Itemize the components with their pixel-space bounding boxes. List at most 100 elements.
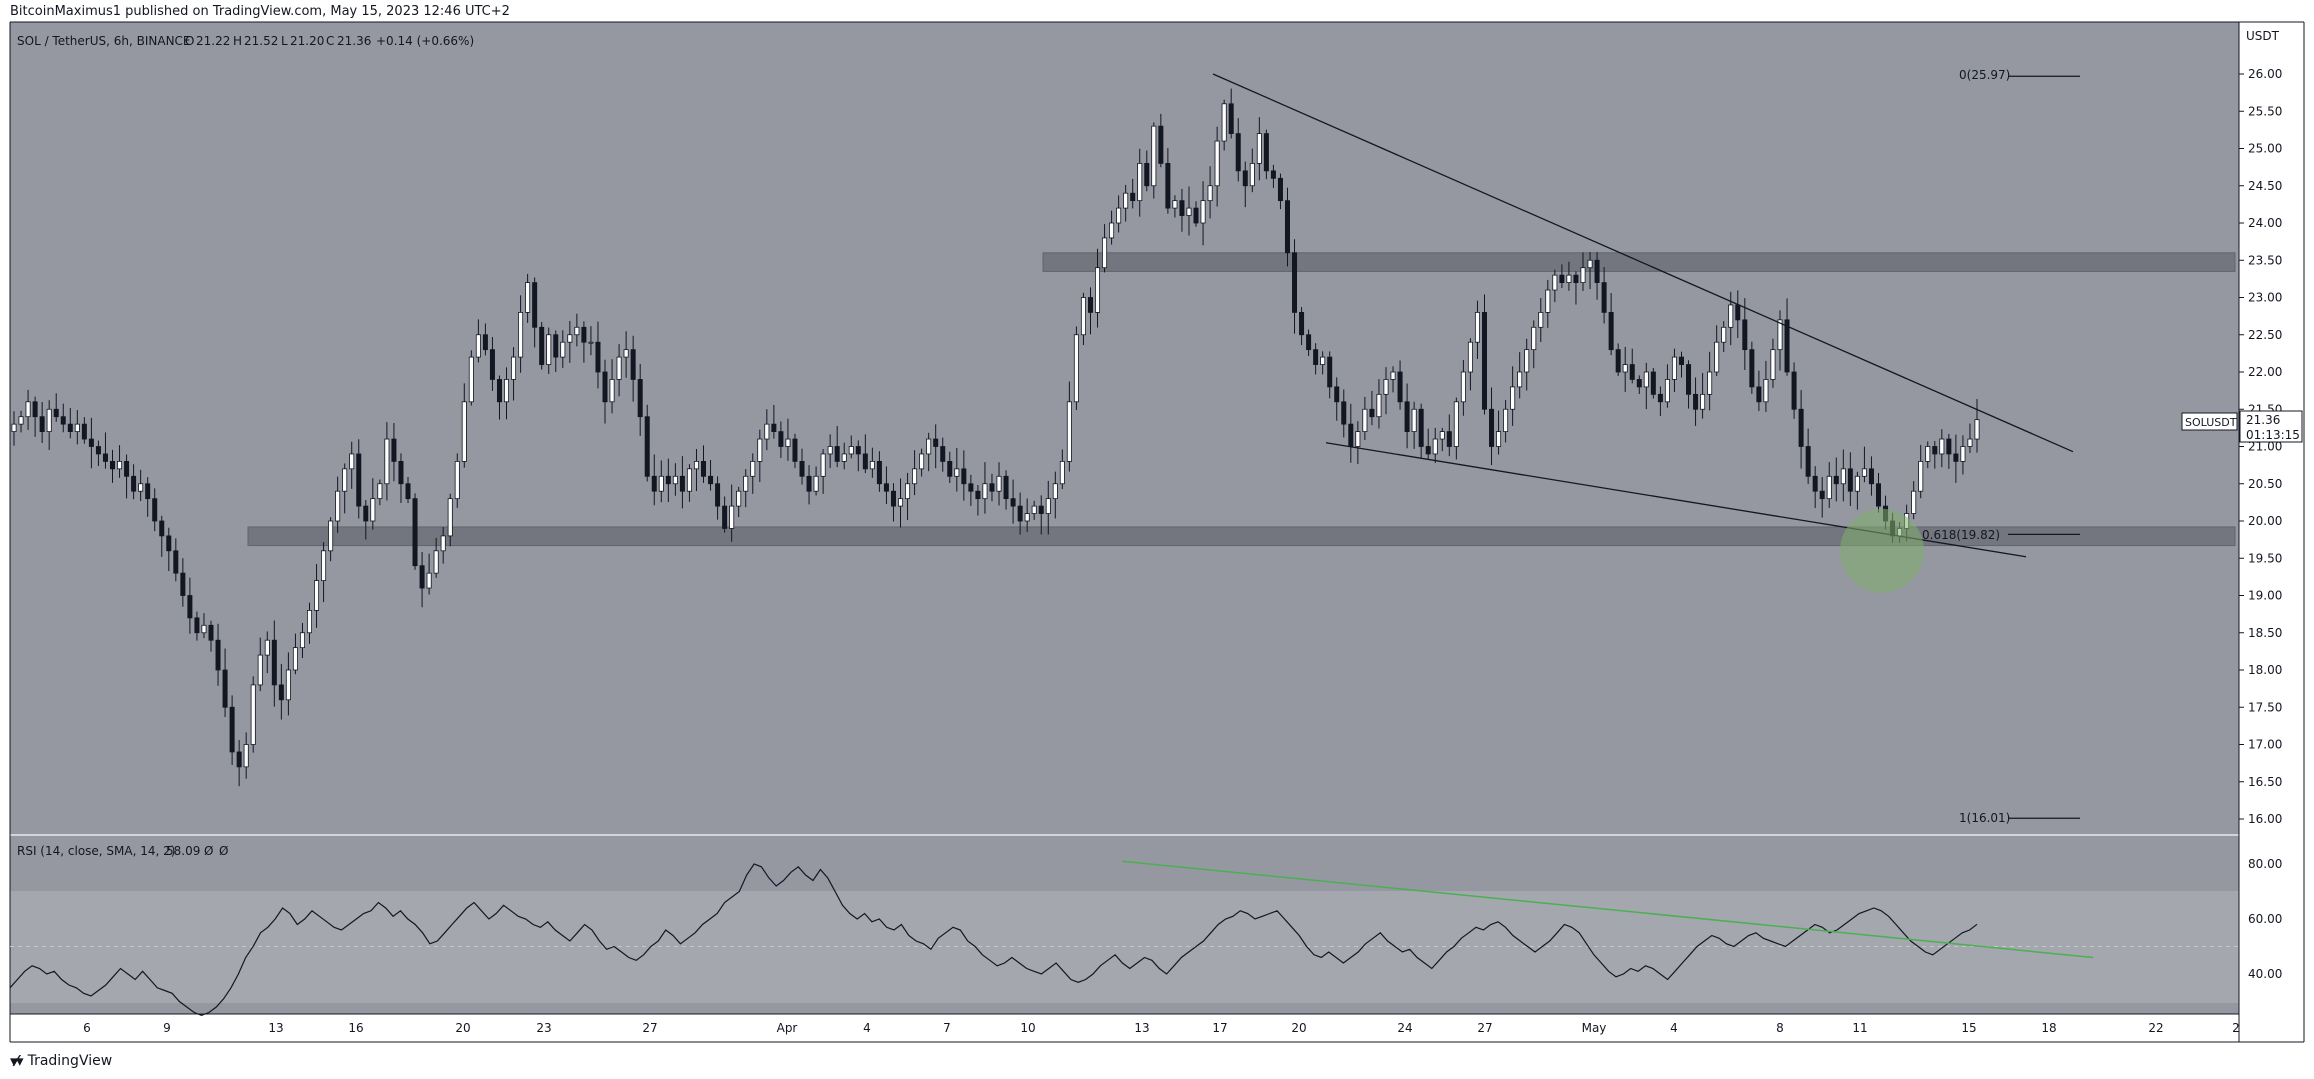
candle-down <box>722 505 728 529</box>
candle-up <box>1700 393 1706 410</box>
candle-up <box>1960 446 1966 462</box>
candle-up <box>74 423 80 432</box>
candle-up <box>588 341 594 344</box>
candle-down <box>236 751 242 768</box>
candle-down <box>1193 207 1199 224</box>
candle-down <box>890 490 896 507</box>
candle-up <box>1643 371 1649 388</box>
candle-up <box>307 610 313 634</box>
candle-down <box>1334 386 1340 403</box>
candle-up <box>433 550 439 574</box>
candle-down <box>1784 319 1790 373</box>
candle-up <box>1587 259 1593 269</box>
candle-down <box>419 565 425 589</box>
support-highlight-circle <box>1840 508 1924 593</box>
candle-up <box>25 401 31 418</box>
candle-down <box>1235 133 1241 172</box>
price-tick-label: 18.00 <box>2248 663 2282 677</box>
candle-down <box>412 498 418 567</box>
candle-down <box>1657 393 1663 403</box>
time-tick-label: 2 <box>2232 1021 2240 1035</box>
price-tag-symbol: SOLUSDT <box>2185 416 2237 429</box>
candle-down <box>1397 371 1403 403</box>
candle-up <box>609 379 615 403</box>
legend-change: +0.14 (+0.66%) <box>376 34 474 48</box>
candle-down <box>152 498 158 522</box>
candle-up <box>475 334 481 358</box>
candle-down <box>81 423 87 440</box>
price-tick-label: 17.00 <box>2248 738 2282 752</box>
legend-low-value: 21.20 <box>290 34 324 48</box>
candle-down <box>778 431 784 447</box>
candle-down <box>1179 200 1185 216</box>
rsi-legend-name: RSI (14, close, SMA, 14, 2) <box>17 844 175 858</box>
candle-down <box>60 416 66 425</box>
candle-down <box>271 639 277 686</box>
candle-down <box>1144 162 1150 187</box>
candle-down <box>88 438 94 447</box>
candle-down <box>1242 170 1248 187</box>
candle-up <box>1545 289 1551 313</box>
rsi-legend: RSI (14, close, SMA, 14, 2) 58.09 Ø Ø <box>17 844 228 858</box>
candle-down <box>1158 125 1164 164</box>
candle-down <box>968 483 974 492</box>
time-tick-label: 4 <box>863 1021 871 1035</box>
candle-up <box>1503 408 1509 433</box>
price-tag-price-box <box>2239 410 2303 443</box>
candle-down <box>1010 498 1016 507</box>
candle-up <box>750 460 756 477</box>
zone-layer <box>247 252 2236 547</box>
candle-down <box>278 684 284 701</box>
time-tick-label: 20 <box>1291 1021 1306 1035</box>
candle-up <box>349 453 355 470</box>
time-tick-label: 17 <box>1212 1021 1227 1035</box>
candle-up <box>1200 200 1206 224</box>
candle-up <box>1031 505 1037 514</box>
candle-up <box>1861 468 1867 477</box>
candle-down <box>32 401 38 418</box>
price-tag-countdown: 01:13:15 <box>2246 428 2300 442</box>
candle-down <box>166 535 172 552</box>
candle-up <box>1460 371 1466 403</box>
candle-up <box>1538 311 1544 328</box>
candle-up <box>1925 446 1931 462</box>
candle-up <box>1826 475 1832 500</box>
candle-up <box>314 580 320 611</box>
time-tick-label: 27 <box>1477 1021 1492 1035</box>
candle-up <box>454 460 460 500</box>
price-tick-label: 25.50 <box>2248 104 2282 118</box>
candle-up <box>243 744 249 768</box>
candle-down <box>187 595 193 619</box>
candle-up <box>1939 438 1945 455</box>
candle-down <box>1306 334 1312 351</box>
candle-down <box>1292 252 1298 313</box>
candle-up <box>518 311 524 358</box>
candle-up <box>292 647 298 671</box>
candle-up <box>1320 356 1326 365</box>
price-tick-label: 20.00 <box>2248 514 2282 528</box>
candle-down <box>637 379 643 418</box>
price-tick-label: 25.00 <box>2248 142 2282 156</box>
candle-up <box>117 460 123 470</box>
candle-up <box>201 624 207 634</box>
candle-down <box>1749 349 1755 388</box>
price-tick-label: 22.50 <box>2248 328 2282 342</box>
price-tag: SOLUSDT 21.36 01:13:15 <box>2181 410 2303 443</box>
candle-down <box>1489 408 1495 447</box>
candle-down <box>1756 386 1762 403</box>
candle-up <box>905 483 911 500</box>
candle-down <box>539 326 545 365</box>
candle-up <box>299 632 305 649</box>
candle-up <box>447 498 453 537</box>
candle-up <box>1721 326 1727 343</box>
candle-up <box>1911 490 1917 514</box>
candle-up <box>321 550 327 581</box>
candle-up <box>384 438 390 485</box>
candle-down <box>1693 393 1699 410</box>
candle-up <box>250 684 256 745</box>
candle-up <box>546 334 552 365</box>
candle-up <box>1102 237 1108 269</box>
price-tag-price: 21.36 <box>2246 413 2280 427</box>
candle-down <box>855 446 861 455</box>
